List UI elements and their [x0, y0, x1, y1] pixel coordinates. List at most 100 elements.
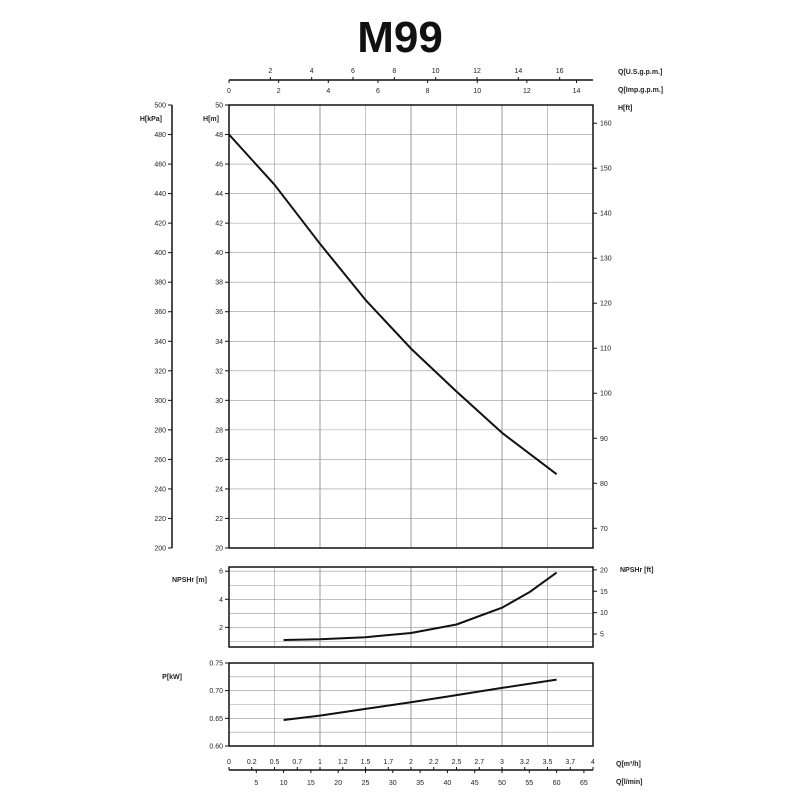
y-axis-label-kpa: H[kPa]: [140, 116, 162, 123]
y-tick-label: 28: [215, 427, 223, 434]
ft-tick-label: 120: [600, 301, 612, 308]
y-axis-label-npsh-ft: NPSHr [ft]: [620, 567, 653, 574]
lmin-tick-label: 45: [471, 780, 479, 787]
y-tick-label: 24: [215, 486, 223, 493]
m3h-axis-label: Q[m³/h]: [616, 761, 641, 768]
m3h-tick-label: 3.7: [565, 759, 575, 766]
m3h-tick-label: 1.5: [361, 759, 371, 766]
lmin-tick-label: 55: [525, 780, 533, 787]
lmin-tick-label: 35: [416, 780, 424, 787]
curve-line-2: [284, 680, 557, 720]
m3h-tick-label: 2.2: [429, 759, 439, 766]
m3h-tick-label: 3: [500, 759, 504, 766]
ft-tick-label: 160: [600, 121, 612, 128]
m3h-tick-label: 3.2: [520, 759, 530, 766]
y-axis-label-ft: H[ft]: [618, 105, 632, 112]
lmin-tick-label: 15: [307, 780, 315, 787]
y-tick-label: 44: [215, 191, 223, 198]
y-tick-label: 0.65: [209, 716, 223, 723]
us-gpm-tick-label: 2: [268, 68, 272, 75]
m3h-tick-label: 3.5: [543, 759, 553, 766]
imp-gpm-tick-label: 4: [326, 88, 330, 95]
lmin-tick-label: 50: [498, 780, 506, 787]
y-tick-label: 32: [215, 368, 223, 375]
m3h-tick-label: 0.2: [247, 759, 257, 766]
y-tick-label: 6: [219, 569, 223, 576]
m3h-tick-label: 1: [318, 759, 322, 766]
kpa-tick-label: 340: [154, 339, 166, 346]
ft-tick-label: 70: [600, 526, 608, 533]
m3h-tick-label: 2.7: [474, 759, 484, 766]
imp-gpm-tick-label: 2: [277, 88, 281, 95]
y-tick-label: 42: [215, 221, 223, 228]
kpa-tick-label: 380: [154, 280, 166, 287]
imp-gpm-tick-label: 14: [573, 88, 581, 95]
us-gpm-tick-label: 12: [473, 68, 481, 75]
curve-line-0: [229, 135, 557, 475]
m3h-tick-label: 0.5: [270, 759, 280, 766]
y-tick-label: 34: [215, 339, 223, 346]
kpa-tick-label: 500: [154, 103, 166, 110]
y-tick-label: 40: [215, 250, 223, 257]
kpa-tick-label: 480: [154, 132, 166, 139]
y-tick-label: 46: [215, 162, 223, 169]
ft-tick-label: 80: [600, 481, 608, 488]
y-tick-label: 26: [215, 457, 223, 464]
kpa-tick-label: 440: [154, 191, 166, 198]
kpa-tick-label: 320: [154, 368, 166, 375]
imp-gpm-tick-label: 12: [523, 88, 531, 95]
y-axis-label-m: H[m]: [203, 116, 219, 123]
imp-gpm-axis-label: Q[Imp.g.p.m.]: [618, 87, 663, 94]
y-tick-label: 22: [215, 516, 223, 523]
npsh-ft-tick-label: 10: [600, 610, 608, 617]
imp-gpm-tick-label: 10: [473, 88, 481, 95]
kpa-tick-label: 200: [154, 546, 166, 553]
npsh-ft-tick-label: 20: [600, 567, 608, 574]
npsh-ft-tick-label: 15: [600, 589, 608, 596]
ft-tick-label: 110: [600, 346, 611, 353]
kpa-tick-label: 460: [154, 162, 166, 169]
ft-tick-label: 150: [600, 166, 612, 173]
imp-gpm-tick-label: 6: [376, 88, 380, 95]
us-gpm-tick-label: 14: [514, 68, 522, 75]
y-tick-label: 48: [215, 132, 223, 139]
y-tick-label: 38: [215, 280, 223, 287]
kpa-tick-label: 300: [154, 398, 166, 405]
y-tick-label: 50: [215, 103, 223, 110]
ft-tick-label: 100: [600, 391, 612, 398]
npsh-ft-tick-label: 5: [600, 632, 604, 639]
kpa-tick-label: 240: [154, 486, 166, 493]
y-tick-label: 30: [215, 398, 223, 405]
us-gpm-tick-label: 4: [310, 68, 314, 75]
y-tick-label: 20: [215, 546, 223, 553]
lmin-tick-label: 10: [280, 780, 288, 787]
kpa-tick-label: 220: [154, 516, 166, 523]
m3h-tick-label: 4: [591, 759, 595, 766]
y-tick-label: 2: [219, 625, 223, 632]
us-gpm-axis-label: Q[U.S.g.p.m.]: [618, 69, 662, 76]
ft-tick-label: 90: [600, 436, 608, 443]
m3h-tick-label: 1.7: [383, 759, 393, 766]
lmin-axis-label: Q[l/min]: [616, 779, 642, 786]
ft-tick-label: 130: [600, 256, 612, 263]
y-tick-label: 0.75: [209, 661, 223, 668]
imp-gpm-tick-label: 8: [426, 88, 430, 95]
kpa-tick-label: 360: [154, 309, 166, 316]
lmin-tick-label: 25: [362, 780, 370, 787]
y-axis-label-npsh-m: NPSHr [m]: [172, 577, 207, 584]
kpa-tick-label: 400: [154, 250, 166, 257]
y-tick-label: 36: [215, 309, 223, 316]
lmin-tick-label: 60: [553, 780, 561, 787]
us-gpm-tick-label: 6: [351, 68, 355, 75]
lmin-tick-label: 30: [389, 780, 397, 787]
kpa-tick-label: 420: [154, 221, 166, 228]
m3h-tick-label: 2: [409, 759, 413, 766]
us-gpm-tick-label: 16: [556, 68, 564, 75]
m3h-tick-label: 0.7: [292, 759, 302, 766]
kpa-tick-label: 280: [154, 427, 166, 434]
lmin-tick-label: 20: [334, 780, 342, 787]
lmin-tick-label: 40: [444, 780, 452, 787]
m3h-tick-label: 1.2: [338, 759, 348, 766]
